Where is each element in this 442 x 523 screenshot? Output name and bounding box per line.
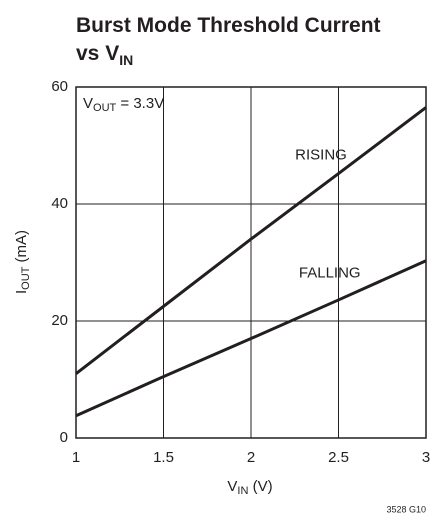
y-tick-label: 40 bbox=[51, 195, 68, 212]
chart-title: Burst Mode Threshold Current bbox=[76, 14, 381, 37]
chart-title: vs VIN bbox=[76, 42, 133, 68]
y-tick-label: 60 bbox=[51, 78, 68, 95]
plot-frame bbox=[75, 86, 427, 439]
y-tick-label: 20 bbox=[51, 312, 68, 329]
x-axis-label: VIN (V) bbox=[227, 478, 272, 497]
x-tick-label: 3 bbox=[422, 449, 430, 466]
y-tick-label: 0 bbox=[60, 429, 68, 446]
annotation: VOUT = 3.3V bbox=[83, 95, 164, 114]
series-line bbox=[75, 259, 427, 418]
series-label: FALLING bbox=[299, 264, 361, 281]
series-label: RISING bbox=[295, 146, 347, 163]
series-line bbox=[75, 106, 427, 375]
x-tick-label: 1 bbox=[72, 449, 80, 466]
y-axis-label: IOUT (mA) bbox=[13, 230, 32, 294]
x-tick-label: 2.5 bbox=[328, 449, 349, 466]
x-tick-label: 1.5 bbox=[153, 449, 174, 466]
footnote: 3528 G10 bbox=[386, 504, 426, 514]
x-tick-label: 2 bbox=[247, 449, 255, 466]
